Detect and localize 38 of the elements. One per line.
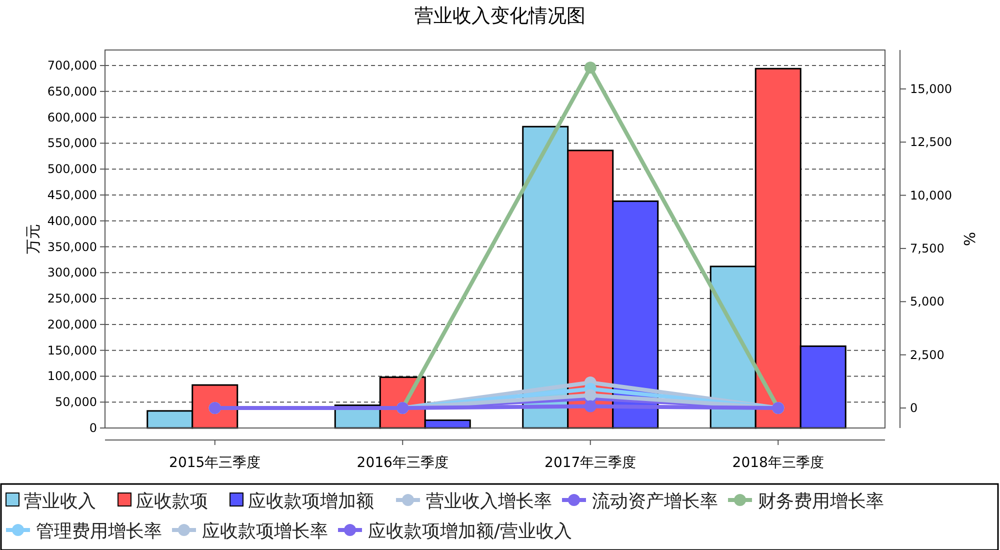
x-tick-label: 2018年三季度 bbox=[732, 455, 824, 471]
y-tick-label: 300,000 bbox=[47, 266, 97, 280]
y2-tick-label: 12,500 bbox=[910, 135, 952, 150]
y2-tick-label: 0 bbox=[910, 401, 918, 416]
y-tick-label: 50,000 bbox=[55, 395, 97, 410]
y2-tick-label: 7,500 bbox=[910, 241, 944, 256]
x-tick-label: 2017年三季度 bbox=[544, 455, 636, 471]
legend-label: 营业收入增长率 bbox=[426, 491, 552, 512]
y-tick-label: 550,000 bbox=[47, 136, 97, 150]
x-tick-label: 2015年三季度 bbox=[169, 455, 261, 471]
x-tick-label: 2016年三季度 bbox=[356, 455, 448, 471]
y-tick-label: 450,000 bbox=[47, 188, 97, 202]
y2-tick-label: 2,500 bbox=[910, 348, 944, 362]
y-tick-label: 150,000 bbox=[47, 343, 97, 358]
legend-label: 管理费用增长率 bbox=[36, 521, 162, 542]
legend-label: 应收款项增加额 bbox=[248, 491, 374, 512]
legend-label: 营业收入 bbox=[24, 491, 96, 512]
y-tick-label: 250,000 bbox=[47, 292, 97, 306]
y-tick-label: 400,000 bbox=[47, 214, 97, 228]
y-tick-label: 200,000 bbox=[47, 317, 97, 332]
legend-label: 应收款项增长率 bbox=[202, 521, 328, 542]
legend-label: 应收款项 bbox=[136, 491, 208, 512]
y-tick-label: 500,000 bbox=[47, 162, 97, 176]
y2-axis-title: % bbox=[961, 232, 979, 246]
y2-tick-label: 10,000 bbox=[910, 188, 952, 202]
y-tick-label: 650,000 bbox=[47, 84, 97, 98]
y-tick-label: 600,000 bbox=[47, 110, 97, 124]
y-tick-label: 100,000 bbox=[47, 369, 97, 384]
y2-tick-label: 15,000 bbox=[910, 82, 952, 96]
y-axis-title: 万元 bbox=[24, 224, 42, 254]
y-tick-label: 350,000 bbox=[47, 240, 97, 254]
legend-label: 应收款项增加额/营业收入 bbox=[368, 521, 572, 542]
chart-title: 营业收入变化情况图 bbox=[414, 5, 586, 27]
legend-label: 财务费用增长率 bbox=[758, 491, 884, 512]
legend-label: 流动资产增长率 bbox=[592, 491, 718, 512]
y2-tick-label: 5,000 bbox=[910, 294, 944, 309]
y-tick-label: 700,000 bbox=[47, 58, 97, 73]
y-tick-label: 0 bbox=[89, 421, 97, 435]
